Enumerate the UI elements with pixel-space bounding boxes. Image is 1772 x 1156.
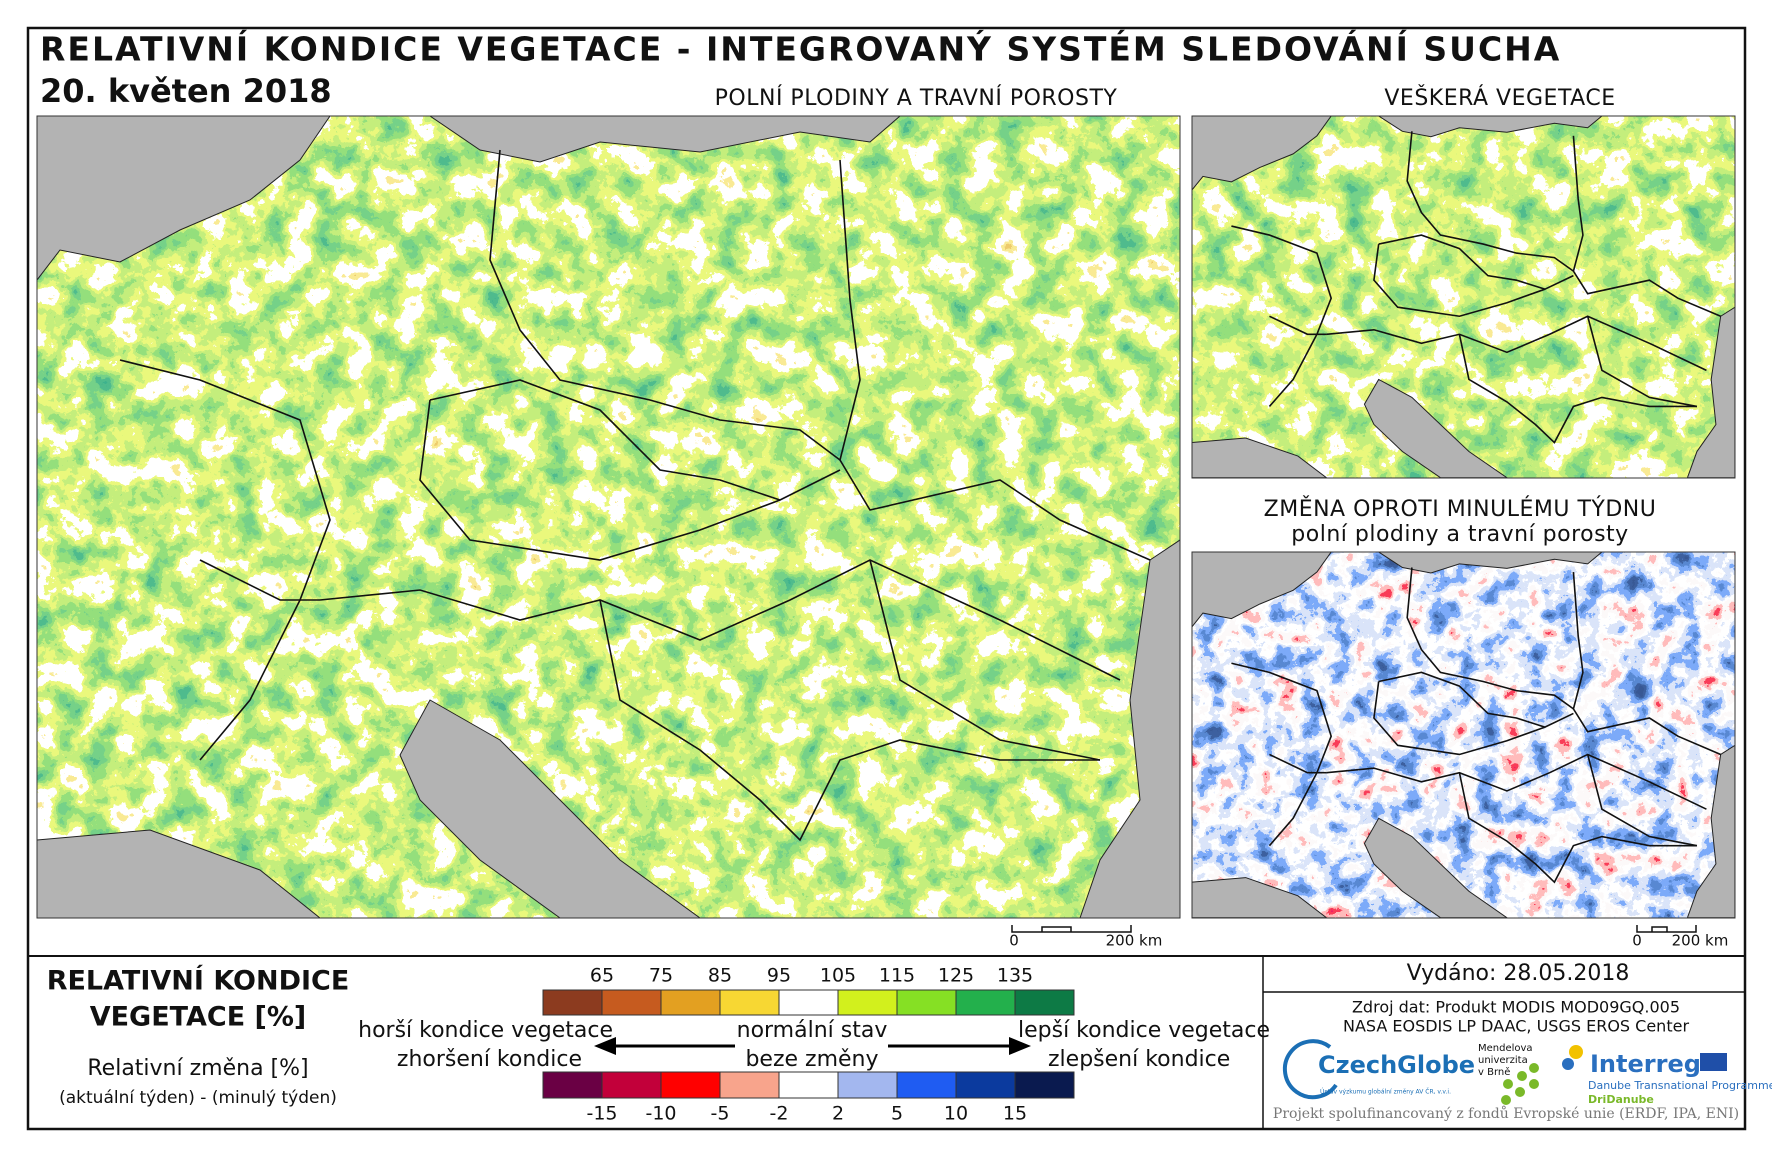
issued-date: Vydáno: 28.05.2018: [1407, 961, 1630, 986]
logo-text: CzechGlobe: [1318, 1051, 1475, 1079]
legend-label: horší kondice vegetace: [358, 1018, 613, 1043]
legend-swatch: [660, 989, 721, 1016]
legend-label: lepší kondice vegetace: [1018, 1018, 1270, 1043]
scale-label: 200 km: [1106, 932, 1163, 950]
legend-swatch: [778, 1071, 839, 1099]
scale-label: 0: [1632, 932, 1642, 950]
legend-label: zhoršení kondice: [397, 1047, 582, 1072]
legend-label: normální stav: [737, 1018, 888, 1043]
legend-tick-label: 85: [708, 965, 732, 987]
logo-mendel: Mendelova univerzita v Brně: [1478, 1043, 1539, 1105]
legend-tick-label: 65: [590, 965, 614, 987]
legend-note: (aktuální týden) - (minulý týden): [59, 1088, 337, 1108]
legend-tick-label: -2: [770, 1103, 789, 1125]
legend-swatch: [896, 989, 957, 1016]
map-subtitle: polní plodiny a travní porosty: [1291, 522, 1628, 547]
legend-swatch: [719, 1071, 780, 1099]
logo-text: Danube Transnational Programme: [1588, 1079, 1772, 1092]
scale-label: 200 km: [1672, 932, 1729, 950]
legend-tick-label: 75: [649, 965, 673, 987]
source: NASA EOSDIS LP DAAC, USGS EROS Center: [1343, 1017, 1689, 1036]
logo-czechglobe: CzechGlobe Ústav výzkumu globální změny …: [1282, 1039, 1475, 1100]
legend-swatch: [542, 1071, 603, 1099]
legend-swatch: [896, 1071, 957, 1099]
logo-text: v Brně: [1478, 1066, 1510, 1078]
legend-swatch: [660, 1071, 721, 1099]
legend-swatch: [955, 989, 1016, 1016]
main-map: [37, 116, 1180, 918]
project-note: Projekt spolufinancovaný z fondů Evropsk…: [1273, 1105, 1739, 1122]
outer-frame: [26, 26, 1747, 1131]
legend-tick-label: 115: [879, 965, 915, 987]
legend-swatch: [837, 1071, 898, 1099]
legend-swatch: [778, 989, 839, 1016]
legend-tick-label: -5: [711, 1103, 730, 1125]
source: Zdroj dat: Produkt MODIS MOD09GQ.005: [1352, 998, 1680, 1017]
title: RELATIVNÍ KONDICE VEGETACE - INTEGROVANÝ…: [40, 29, 1561, 69]
change-colorbar: -15 -10 -5 -2 2 5 10 15: [542, 1071, 1075, 1125]
legend-swatch: [601, 989, 662, 1016]
legend-swatch: [601, 1071, 662, 1099]
legend-label: zlepšení kondice: [1048, 1047, 1230, 1072]
legend-title: VEGETACE [%]: [90, 1002, 307, 1033]
legend-subtitle: Relativní změna [%]: [87, 1056, 308, 1081]
legend-swatch: [955, 1071, 1016, 1099]
legend-swatch: [837, 989, 898, 1016]
logo-text: Mendelova: [1478, 1043, 1533, 1054]
map-title: ZMĚNA OPROTI MINULÉMU TÝDNU: [1264, 496, 1657, 522]
legend-swatch: [1014, 1071, 1075, 1099]
legend-tick-label: 10: [944, 1103, 968, 1125]
legend-swatch: [719, 989, 780, 1016]
legend-tick-label: 5: [891, 1103, 903, 1125]
scale-bar: 0 200 km 0 200 km: [1009, 925, 1728, 950]
legend-tick-label: -15: [586, 1103, 617, 1125]
legend-tick-label: 105: [820, 965, 856, 987]
legend-title: RELATIVNÍ KONDICE: [47, 965, 350, 997]
logo-text: univerzita: [1478, 1055, 1528, 1066]
legend-tick-label: 125: [938, 965, 974, 987]
legend-tick-label: -10: [645, 1103, 676, 1125]
vegetation-map: [1192, 116, 1735, 478]
logo-text: Ústav výzkumu globální změny AV ČR, v.v.…: [1320, 1089, 1451, 1096]
logo-text: Interreg: [1590, 1050, 1701, 1078]
scale-label: 0: [1009, 932, 1019, 950]
date: 20. květen 2018: [40, 72, 332, 110]
condition-colorbar: 65 75 85 95 105 115 125 135: [542, 965, 1075, 1016]
legend-tick-label: 15: [1003, 1103, 1027, 1125]
map-title: POLNÍ PLODINY A TRAVNÍ POROSTY: [715, 85, 1118, 111]
legend-swatch: [1014, 989, 1075, 1016]
legend-tick-label: 135: [997, 965, 1033, 987]
legend-swatch: [542, 989, 603, 1016]
map-title: VEŠKERÁ VEGETACE: [1384, 85, 1615, 111]
legend-label: beze změny: [745, 1047, 878, 1072]
change-map: [1192, 552, 1735, 918]
legend-tick-label: 95: [767, 965, 791, 987]
logo-interreg: Interreg Danube Transnational Programme …: [1562, 1045, 1772, 1106]
legend-tick-label: 2: [832, 1103, 844, 1125]
arrow: [594, 1037, 1031, 1055]
logo-text: DriDanube: [1588, 1093, 1654, 1106]
